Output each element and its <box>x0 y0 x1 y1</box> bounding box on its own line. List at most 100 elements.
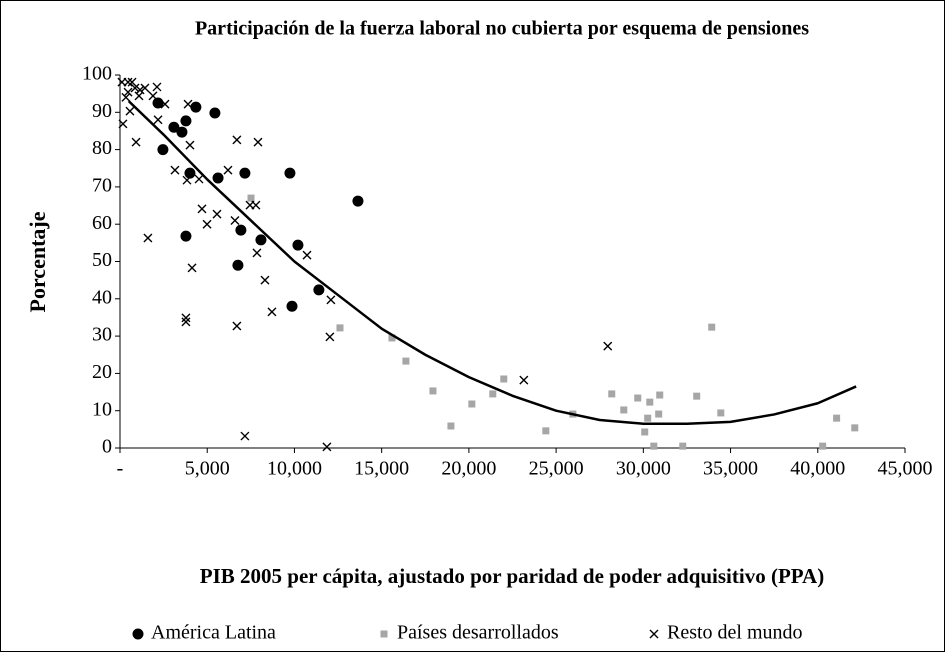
point <box>634 394 642 402</box>
point <box>197 204 207 214</box>
point <box>230 215 240 225</box>
y-tick-label: 90 <box>92 100 112 122</box>
y-tick-label: 10 <box>92 398 112 420</box>
point <box>240 431 250 441</box>
point <box>302 250 312 260</box>
point <box>185 140 195 150</box>
point <box>209 107 221 119</box>
point <box>160 99 170 109</box>
y-tick-label: 0 <box>102 436 112 458</box>
point <box>267 307 277 317</box>
legend-label: Resto del mundo <box>667 622 803 644</box>
point <box>336 324 344 332</box>
y-tick-label: 100 <box>82 63 112 85</box>
x-tick-label: 15,000 <box>354 458 409 480</box>
y-axis-label: Porcentaje <box>25 211 50 312</box>
point <box>239 167 251 179</box>
point <box>388 334 396 342</box>
x-axis-label: PIB 2005 per cápita, ajustado por parida… <box>200 564 824 588</box>
legend-label: América Latina <box>151 622 276 644</box>
point <box>325 332 335 342</box>
point <box>131 137 141 147</box>
x-tick-label: 25,000 <box>529 458 584 480</box>
point <box>608 390 616 398</box>
point <box>232 259 244 271</box>
point <box>202 219 212 229</box>
point <box>292 239 304 251</box>
point <box>176 126 188 138</box>
point <box>247 194 255 202</box>
y-tick-label: 80 <box>92 137 112 159</box>
point <box>183 99 193 109</box>
point <box>180 115 192 127</box>
point <box>118 119 128 129</box>
point <box>157 144 169 156</box>
point <box>170 165 180 175</box>
point <box>641 428 649 436</box>
y-tick-label: 40 <box>92 286 112 308</box>
point <box>127 77 137 87</box>
y-tick-label: 20 <box>92 361 112 383</box>
x-tick-label: 40,000 <box>790 458 845 480</box>
point <box>708 323 716 331</box>
x-tick-label: - <box>117 458 124 480</box>
point <box>232 321 242 331</box>
point <box>153 115 163 125</box>
point <box>212 172 224 184</box>
point <box>519 375 529 385</box>
point <box>130 83 140 93</box>
point <box>181 313 191 323</box>
point <box>121 92 131 102</box>
point <box>402 357 410 365</box>
point <box>152 82 162 92</box>
trend-line <box>127 100 857 426</box>
point <box>190 101 202 113</box>
point <box>679 442 687 450</box>
y-tick-label: 70 <box>92 174 112 196</box>
point <box>152 97 164 109</box>
point <box>542 427 550 435</box>
point <box>125 106 135 116</box>
y-tick-label: 60 <box>92 212 112 234</box>
point <box>123 87 133 97</box>
legend-label: Países desarrollados <box>397 622 559 644</box>
point <box>123 77 133 87</box>
point <box>251 200 261 210</box>
point <box>646 398 654 406</box>
point <box>620 406 628 414</box>
legend-marker <box>380 630 388 638</box>
point <box>819 442 827 450</box>
point <box>833 414 841 422</box>
point <box>143 233 153 243</box>
point <box>134 91 144 101</box>
point <box>260 275 270 285</box>
point <box>140 83 150 93</box>
point <box>656 391 664 399</box>
point <box>644 414 652 422</box>
point <box>255 234 267 246</box>
point <box>184 167 196 179</box>
x-tick-label: 35,000 <box>703 458 758 480</box>
point <box>655 410 663 418</box>
point <box>693 392 701 400</box>
point <box>252 248 262 258</box>
point <box>235 224 247 236</box>
point <box>212 209 222 219</box>
point <box>232 135 242 145</box>
point <box>650 442 658 450</box>
point <box>603 341 613 351</box>
point <box>168 121 180 133</box>
point <box>148 91 158 101</box>
point <box>286 300 298 312</box>
x-tick-label: 20,000 <box>441 458 496 480</box>
point <box>284 167 296 179</box>
point <box>253 137 263 147</box>
legend-marker <box>649 629 659 639</box>
point <box>500 375 508 383</box>
point <box>181 317 191 327</box>
y-tick-label: 30 <box>92 324 112 346</box>
chart-title: Participación de la fuerza laboral no cu… <box>195 18 809 40</box>
x-tick-label: 30,000 <box>616 458 671 480</box>
